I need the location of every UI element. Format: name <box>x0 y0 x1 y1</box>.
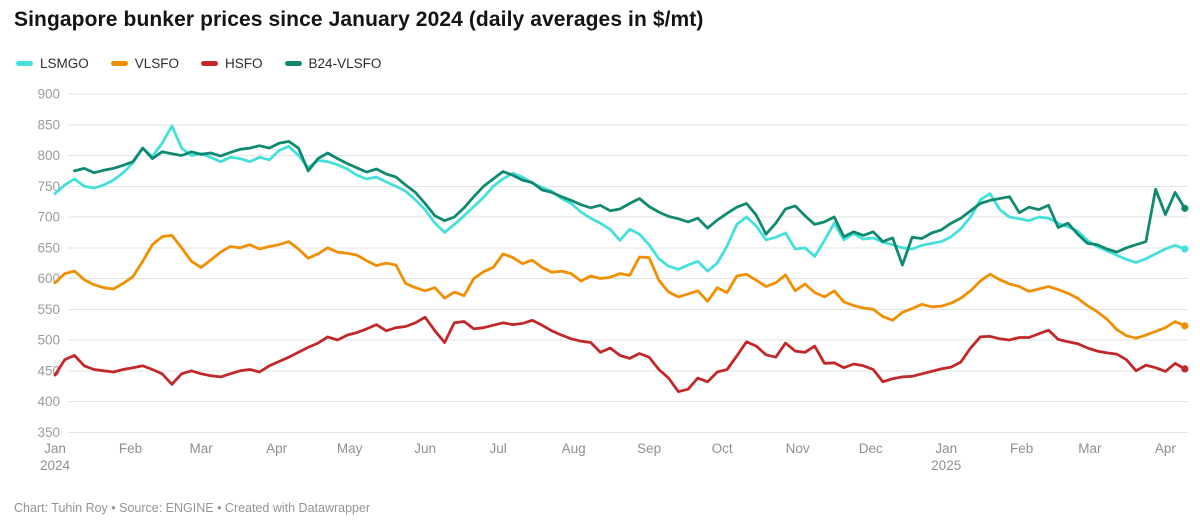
series-line-vlsfo[interactable] <box>53 234 1187 340</box>
y-tick-label: 700 <box>37 210 60 225</box>
legend-swatch-icon <box>201 61 219 66</box>
x-tick-label: Nov <box>786 441 810 456</box>
x-tick-label: Apr <box>266 441 288 456</box>
series-line-b24-vlsfo[interactable] <box>73 140 1187 267</box>
y-tick-label: 800 <box>37 148 60 163</box>
page-title: Singapore bunker prices since January 20… <box>14 8 704 31</box>
series-lines <box>53 124 1189 394</box>
legend-label: HSFO <box>225 56 263 71</box>
legend-label: LSMGO <box>40 56 89 71</box>
x-tick-label: Jul <box>490 441 507 456</box>
x-tick-label: Oct <box>712 441 733 456</box>
price-chart-canvas[interactable]: 350400450500550600650700750800850900Jan2… <box>0 84 1200 489</box>
x-tick-year-label: 2024 <box>40 458 71 473</box>
y-tick-label: 750 <box>37 179 60 194</box>
x-tick-label: Apr <box>1155 441 1177 456</box>
legend-item-hsfo: HSFO <box>201 56 263 71</box>
x-tick-label: Feb <box>119 441 142 456</box>
x-tick-label: Sep <box>637 441 661 456</box>
legend-label: VLSFO <box>134 56 180 71</box>
y-tick-label: 500 <box>37 333 60 348</box>
x-tick-label: Jan <box>935 441 957 456</box>
series-endpoint-dot-hsfo <box>1181 365 1189 373</box>
series-endpoint-dot-b24-vlsfo <box>1181 204 1189 212</box>
x-axis-labels: Jan 2024 Feb Mar Apr May Jun Jul Aug Sep Oct Nov Dec… <box>40 441 1176 473</box>
legend-item-lsmgo: LSMGO <box>16 56 89 71</box>
attribution-footer: Chart: Tuhin Roy • Source: ENGINE • Crea… <box>14 501 371 515</box>
series-line-lsmgo[interactable] <box>53 124 1187 273</box>
legend-swatch-icon <box>284 61 302 66</box>
y-tick-label: 400 <box>37 394 60 409</box>
x-tick-label: Mar <box>189 441 213 456</box>
x-tick-label: Aug <box>562 441 586 456</box>
x-tick-label: Jan <box>44 441 66 456</box>
x-tick-label: Dec <box>859 441 883 456</box>
x-tick-label: Feb <box>1010 441 1033 456</box>
y-tick-label: 650 <box>37 240 60 255</box>
legend-swatch-icon <box>16 61 33 66</box>
y-tick-label: 550 <box>37 302 60 317</box>
x-tick-year-label: 2025 <box>931 458 961 473</box>
gridlines <box>68 93 1188 433</box>
x-tick-label: Mar <box>1078 441 1102 456</box>
legend-label: B24-VLSFO <box>308 56 382 71</box>
series-line-hsfo[interactable] <box>53 315 1187 394</box>
y-tick-label: 900 <box>37 87 60 102</box>
y-tick-label: 850 <box>37 117 60 132</box>
legend-item-b24-vlsfo: B24-VLSFO <box>284 56 382 71</box>
y-tick-label: 350 <box>37 425 60 440</box>
legend: LSMGO VLSFO HSFO B24-VLSFO <box>16 56 381 71</box>
y-tick-label: 600 <box>37 271 60 286</box>
series-endpoint-dot-vlsfo <box>1181 322 1189 330</box>
x-tick-label: Jun <box>414 441 436 456</box>
legend-swatch-icon <box>110 61 128 66</box>
legend-item-vlsfo: VLSFO <box>110 56 180 71</box>
x-tick-label: May <box>337 441 363 456</box>
series-endpoint-dot-lsmgo <box>1181 245 1189 253</box>
